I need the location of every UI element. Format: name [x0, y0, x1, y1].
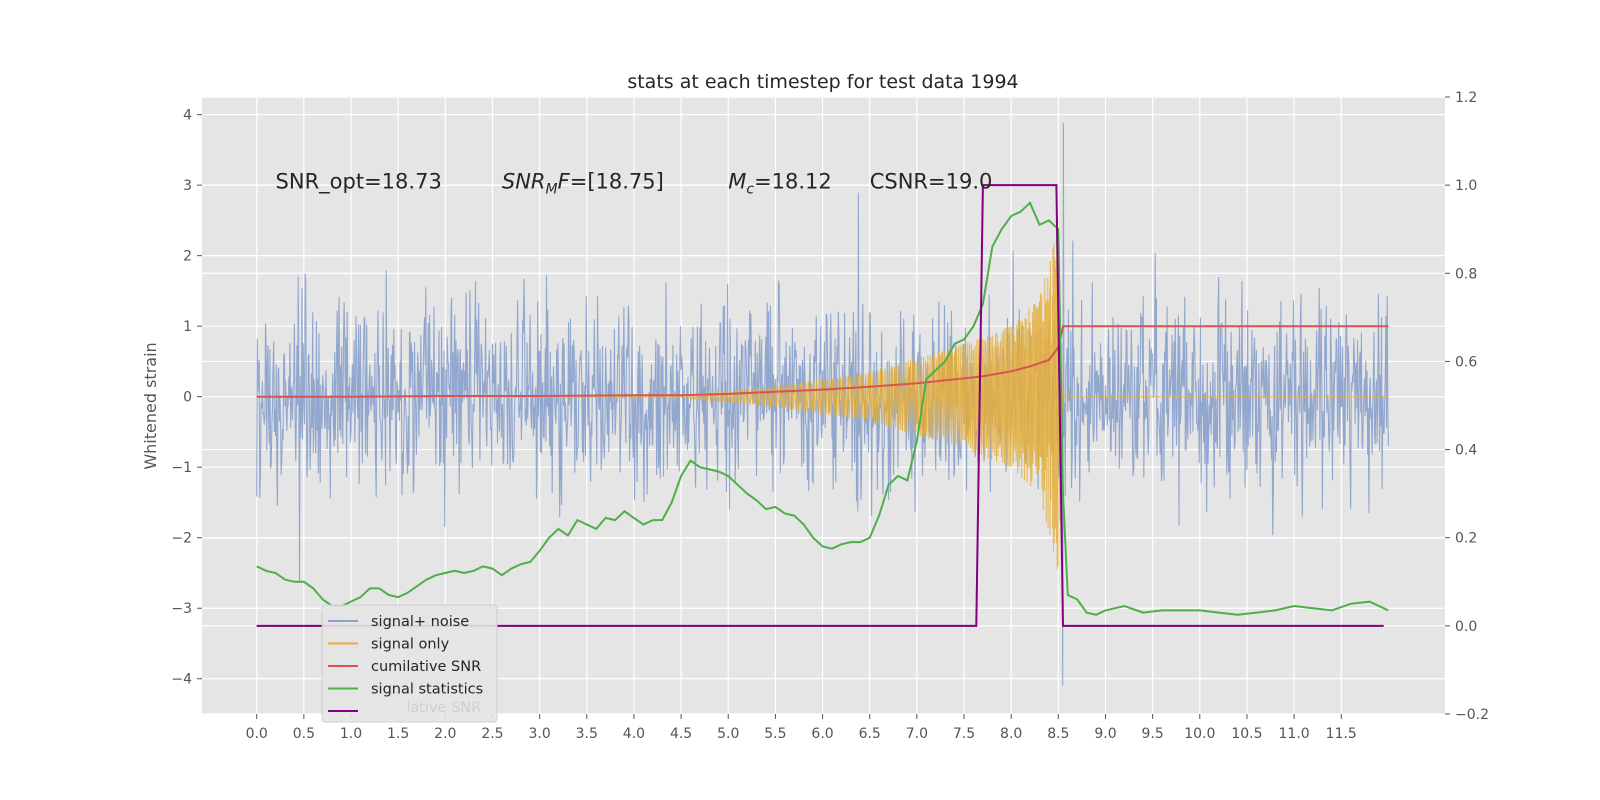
- x-tick-label: 0.5: [293, 726, 315, 742]
- y2-tick-label: 0.0: [1455, 619, 1477, 635]
- y-tick-label: 2: [183, 249, 192, 265]
- y2-tick-label: 1.0: [1455, 178, 1477, 194]
- y-tick-label: −1: [171, 460, 192, 476]
- x-tick-label: 11.0: [1279, 726, 1310, 742]
- x-tick-label: 3.0: [528, 726, 550, 742]
- line-series: [256, 184, 1389, 627]
- chart-title: stats at each timestep for test data 199…: [627, 71, 1018, 93]
- cumilative-snr-line: [256, 325, 1389, 398]
- y2-tick-label: 0.4: [1455, 443, 1477, 459]
- x-tick-label: 1.0: [340, 726, 362, 742]
- annotation-4: CSNR=19.0: [870, 170, 993, 194]
- y-tick-label: −2: [171, 531, 192, 547]
- x-tick-label: 10.5: [1231, 726, 1262, 742]
- y-axis-title: Whitened strain: [141, 342, 160, 469]
- x-tick-label: 0.0: [246, 726, 268, 742]
- y2-tick-label: 1.2: [1455, 90, 1477, 106]
- y-tick-label: 0: [183, 390, 192, 406]
- legend-label-1: signal+ noise: [371, 614, 469, 630]
- x-tick-label: 5.0: [717, 726, 739, 742]
- signal-noise-line: [256, 123, 1389, 686]
- x-tick-label: 2.0: [434, 726, 456, 742]
- x-tick-label: 2.5: [481, 726, 503, 742]
- x-tick-label: 7.0: [906, 726, 928, 742]
- annotations: SNR_opt=18.73 SNRMF=[18.75] Mc=18.12 CSNR=1…: [276, 170, 993, 198]
- y-tick-label: −4: [171, 672, 192, 688]
- annotation-3: Mc=18.12: [728, 170, 832, 198]
- y-tick-label: 1: [183, 319, 192, 335]
- x-tick-label: 10.0: [1184, 726, 1215, 742]
- x-tick-label: 6.0: [811, 726, 833, 742]
- y-tick-label: 4: [183, 108, 192, 124]
- legend-label-2: signal only: [371, 637, 450, 653]
- x-tick-label: 8.5: [1047, 726, 1069, 742]
- x-tick-label: 11.5: [1326, 726, 1357, 742]
- x-tick-label: 4.0: [623, 726, 645, 742]
- annotation-1: SNR_opt=18.73: [276, 170, 442, 195]
- legend-label-backdrop: [370, 701, 408, 719]
- x-tick-label: 9.0: [1094, 726, 1116, 742]
- x-tick-label: 4.5: [670, 726, 692, 742]
- y-tick-label: 3: [183, 178, 192, 194]
- x-tick-label: 7.5: [953, 726, 975, 742]
- signal-noise-series: [256, 123, 1389, 686]
- annotation-2: SNRMF=[18.75]: [502, 170, 664, 198]
- axes: 0.0 0.5 1.0 1.5 2.0 2.5 3.0 3.5 4.0 4.5 5.0 5.5 6.0 6…: [171, 90, 1489, 742]
- legend-box: [321, 604, 498, 723]
- x-tick-label: 8.0: [1000, 726, 1022, 742]
- legend-label-4: signal statistics: [371, 682, 483, 698]
- x-tick-label: 9.5: [1142, 726, 1164, 742]
- y2-tick-label: 0.6: [1455, 354, 1477, 370]
- x-tick-label: 5.5: [764, 726, 786, 742]
- label-line: [256, 184, 1384, 627]
- y-tick-label: −3: [171, 601, 192, 617]
- signal-statistics-line: [256, 201, 1389, 616]
- x-tick-label: 6.5: [859, 726, 881, 742]
- y2-tick-label: −0.2: [1455, 707, 1489, 723]
- x-tick-label: 3.5: [576, 726, 598, 742]
- y2-tick-label: 0.8: [1455, 266, 1477, 282]
- x-tick-label: 1.5: [387, 726, 409, 742]
- legend-label-3: cumilative SNR: [371, 659, 481, 675]
- y2-tick-label: 0.2: [1455, 531, 1477, 547]
